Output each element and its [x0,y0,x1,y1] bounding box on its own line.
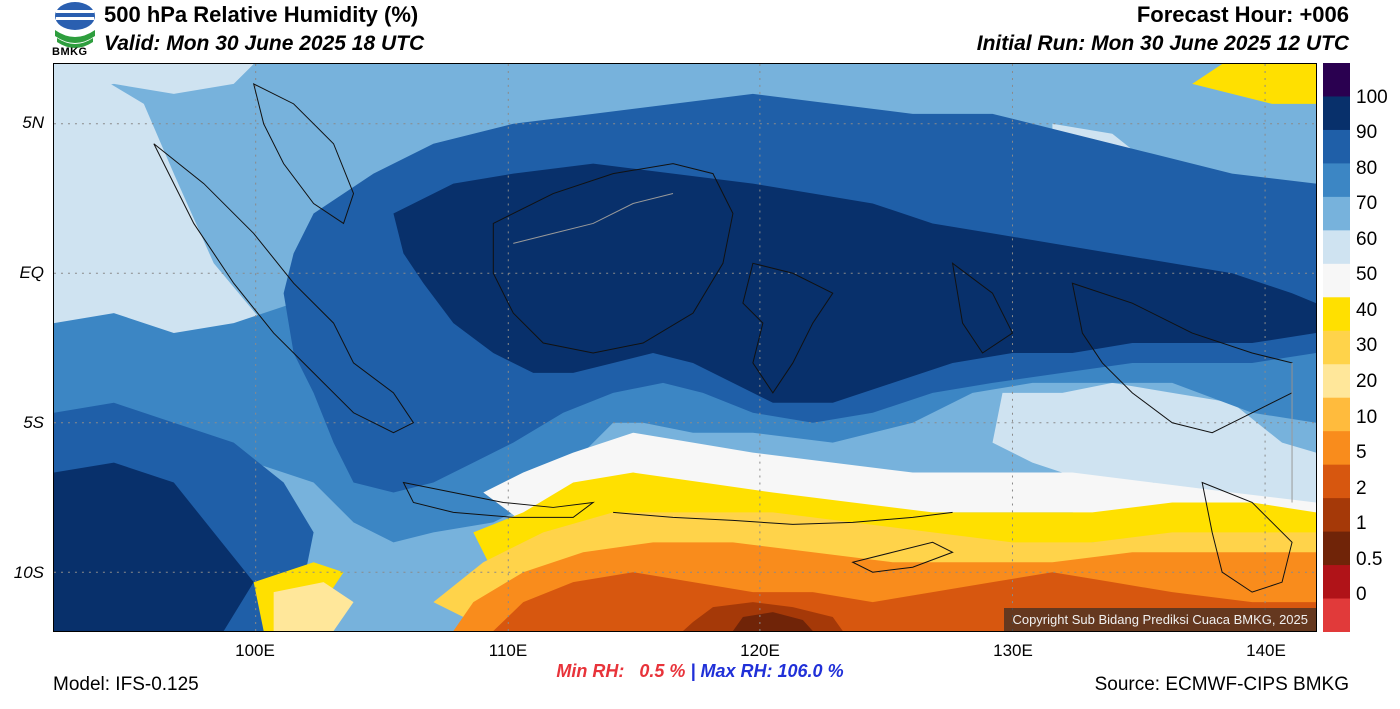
colorbar-segment [1323,63,1350,97]
rh-50-region-west [54,73,304,393]
colorbar-segment [1323,431,1350,466]
colorbar-segment [1323,498,1350,533]
colorbar-segment [1323,163,1350,198]
colorbar-segment [1323,397,1350,432]
stats-separator: | [690,661,696,681]
borders [513,193,1293,503]
max-rh: Max RH: 106.0 % [700,661,844,681]
colorbar-segment [1323,364,1350,399]
rh-90-region-sw [54,432,284,631]
valid-time: Valid: Mon 30 June 2025 18 UTC [104,32,425,55]
colorbar-segment [1323,531,1350,566]
coast-borneo [492,163,734,354]
initial-run: Initial Run: Mon 30 June 2025 12 UTC [976,32,1349,55]
coast-maluku [951,262,1014,354]
rh-1-patch [732,612,813,631]
colorbar-label-1: 1 [1356,513,1367,534]
rh-80-region-sw [54,402,314,631]
colorbar-label-2: 2 [1356,478,1367,499]
colorbar-label-40: 40 [1356,300,1378,321]
map-grid [54,64,1316,631]
forecast-hour: Forecast Hour: +006 [1136,2,1349,27]
rh-90-region-central [393,163,1316,403]
coast-sulawesi [742,262,834,394]
rh-50-region-east [992,382,1316,523]
bmkg-logo-icon [55,2,95,48]
coast-sumatra [153,143,415,434]
colorbar-label-0-5: 0.5 [1356,549,1383,570]
copyright-notice: Copyright Sub Bidang Prediksi Cuaca BMKG… [1004,608,1316,631]
rh-20-band-sw [273,582,354,631]
rh-30-band [473,472,1316,573]
lat-label-eq: EQ [19,263,44,282]
humidity-map [53,63,1317,632]
border-borneo [513,193,674,244]
colorbar-segment [1323,263,1350,298]
colorbar-label-5: 5 [1356,442,1367,463]
colorbar-label-70: 70 [1356,193,1378,214]
colorbar-label-0: 0 [1356,584,1367,605]
colorbar-segment [1323,196,1350,231]
colorbar-label-90: 90 [1356,122,1378,143]
lat-label-5n: 5N [22,113,44,132]
coast-papua-south [1201,481,1293,593]
model-label: Model: IFS-0.125 [53,674,199,695]
colorbar-segment [1323,565,1350,600]
lon-label-110e: 110E [488,641,528,660]
min-rh: Min RH: 0.5 % [556,661,686,681]
lon-label-100e: 100E [235,641,275,660]
colorbar-segment [1323,330,1350,365]
coast-malay-peninsula [252,82,355,225]
colorbar-segment [1323,230,1350,265]
rh-stats: Min RH: 0.5 % | Max RH: 106.0 % [0,661,1400,682]
colorbar-label-20: 20 [1356,371,1378,392]
colorbar-label-60: 60 [1356,229,1378,250]
coast-timor [851,541,954,573]
colorbar-segment [1323,297,1350,332]
rh-50-region-north [54,64,254,94]
rh-30-patch-ne [1192,64,1316,104]
coast-nusa-tenggara [613,511,953,525]
logo-text: BMKG [52,46,88,58]
colorbar [1323,63,1350,632]
lat-label-5s: 5S [23,413,44,432]
map-title: 500 hPa Relative Humidity (%) [104,2,419,27]
lon-label-120e: 120E [740,641,780,660]
lat-label-10s: 10S [13,563,44,582]
source-label: Source: ECMWF-CIPS BMKG [1094,674,1349,695]
lon-label-130e: 130E [993,641,1033,660]
colorbar-label-30: 30 [1356,335,1378,356]
colorbar-segment [1323,96,1350,131]
colorbar-label-50: 50 [1356,264,1378,285]
coast-java [402,481,595,518]
coast-papua [1071,282,1293,434]
coastlines [153,82,1293,593]
colorbar-segment [1323,129,1350,164]
colorbar-segment [1323,464,1350,499]
colorbar-label-10: 10 [1356,407,1378,428]
colorbar-label-80: 80 [1356,158,1378,179]
colorbar-label-100: 100 [1356,87,1388,108]
lon-label-140e: 140E [1246,641,1286,660]
colorbar-segment [1323,598,1350,632]
